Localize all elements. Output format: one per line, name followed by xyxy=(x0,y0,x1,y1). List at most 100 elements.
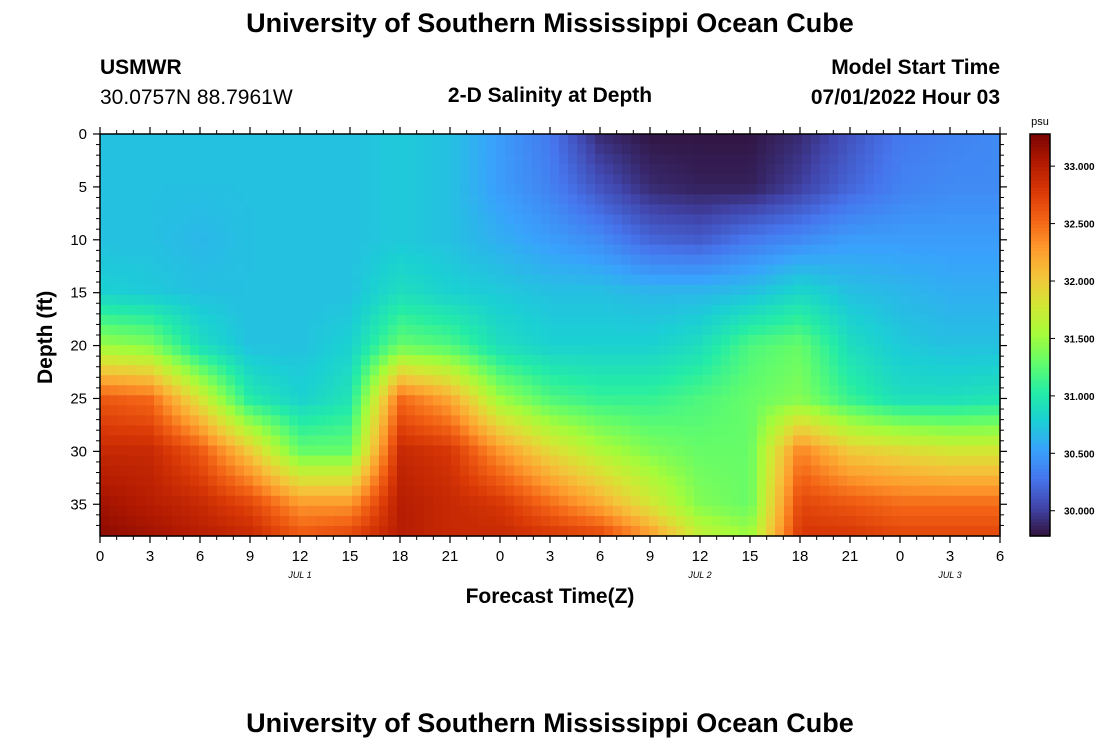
heatmap-cell xyxy=(964,495,974,507)
heatmap-cell xyxy=(388,294,398,306)
heatmap-cell xyxy=(667,154,677,165)
heatmap-cell xyxy=(307,405,317,416)
heatmap-cell xyxy=(838,324,848,336)
heatmap-cell xyxy=(208,485,218,497)
heatmap-cell xyxy=(640,465,650,477)
heatmap-cell xyxy=(730,395,740,406)
heatmap-cell xyxy=(730,154,740,165)
heatmap-cell xyxy=(244,174,254,185)
heatmap-cell xyxy=(802,355,812,366)
heatmap-cell xyxy=(181,224,191,236)
heatmap-cell xyxy=(334,304,344,316)
heatmap-cell xyxy=(163,174,173,185)
heatmap-cell xyxy=(523,214,533,226)
heatmap-cell xyxy=(298,324,308,336)
colorbar-segment xyxy=(1030,288,1050,293)
heatmap-cell xyxy=(811,204,821,215)
heatmap-cell xyxy=(937,274,947,286)
heatmap-cell xyxy=(532,324,542,336)
heatmap-cell xyxy=(514,485,524,497)
heatmap-cell xyxy=(703,304,713,316)
heatmap-cell xyxy=(226,244,236,256)
heatmap-cell xyxy=(505,324,515,336)
heatmap-cell xyxy=(244,164,254,175)
heatmap-cell xyxy=(838,415,848,427)
heatmap-cell xyxy=(505,274,515,286)
heatmap-cell xyxy=(136,425,146,437)
heatmap-cell xyxy=(712,224,722,236)
colorbar-segment xyxy=(1030,385,1050,390)
heatmap-cell xyxy=(253,525,263,537)
heatmap-cell xyxy=(649,375,659,386)
heatmap-cell xyxy=(820,475,830,487)
heatmap-cell xyxy=(271,264,281,276)
heatmap-cell xyxy=(541,194,551,205)
heatmap-cell xyxy=(217,214,227,226)
heatmap-cell xyxy=(487,204,497,215)
heatmap-cell xyxy=(280,445,290,457)
heatmap-cell xyxy=(694,395,704,406)
heatmap-cell xyxy=(442,515,452,527)
heatmap-cell xyxy=(730,425,740,437)
heatmap-cell xyxy=(100,234,110,246)
heatmap-cell xyxy=(631,214,641,226)
heatmap-cell xyxy=(352,264,362,276)
heatmap-cell xyxy=(244,194,254,205)
heatmap-cell xyxy=(901,194,911,205)
heatmap-cell xyxy=(595,515,605,527)
heatmap-cell xyxy=(667,264,677,276)
heatmap-cell xyxy=(775,335,785,346)
heatmap-cell xyxy=(613,375,623,386)
heatmap-cell xyxy=(460,164,470,175)
heatmap-cell xyxy=(523,395,533,406)
heatmap-cell xyxy=(901,505,911,517)
heatmap-cell xyxy=(874,134,884,145)
heatmap-cell xyxy=(964,345,974,356)
heatmap-cell xyxy=(613,425,623,437)
heatmap-cell xyxy=(496,485,506,497)
heatmap-cell xyxy=(901,264,911,276)
heatmap-cell xyxy=(478,465,488,477)
heatmap-cell xyxy=(244,284,254,296)
heatmap-cell xyxy=(811,495,821,507)
heatmap-cell xyxy=(649,395,659,406)
colorbar-segment xyxy=(1030,391,1050,396)
heatmap-cell xyxy=(766,455,776,467)
heatmap-cell xyxy=(811,234,821,246)
heatmap-cell xyxy=(766,385,776,396)
heatmap-cell xyxy=(451,485,461,497)
heatmap-cell xyxy=(190,314,200,326)
heatmap-cell xyxy=(190,254,200,266)
heatmap-cell xyxy=(631,445,641,457)
heatmap-cell xyxy=(424,445,434,457)
heatmap-cell xyxy=(559,475,569,487)
heatmap-cell xyxy=(667,365,677,376)
heatmap-cell xyxy=(712,425,722,437)
heatmap-cell xyxy=(703,184,713,195)
heatmap-cell xyxy=(550,495,560,507)
heatmap-cell xyxy=(649,515,659,527)
heatmap-cell xyxy=(145,314,155,326)
heatmap-cell xyxy=(775,415,785,427)
heatmap-cell xyxy=(154,415,164,427)
heatmap-cell xyxy=(487,475,497,487)
heatmap-cell xyxy=(271,294,281,306)
date-label: JUL 3 xyxy=(937,570,961,580)
heatmap-cell xyxy=(127,134,137,145)
heatmap-cell xyxy=(775,304,785,316)
heatmap-cell xyxy=(640,244,650,256)
heatmap-cell xyxy=(397,405,407,416)
heatmap-cell xyxy=(280,324,290,336)
heatmap-cell xyxy=(199,224,209,236)
heatmap-cell xyxy=(568,395,578,406)
heatmap-cell xyxy=(388,425,398,437)
heatmap-cell xyxy=(415,445,425,457)
heatmap-cell xyxy=(730,214,740,226)
heatmap-cell xyxy=(946,164,956,175)
heatmap-cell xyxy=(973,214,983,226)
heatmap-cell xyxy=(163,224,173,236)
heatmap-cell xyxy=(172,365,182,376)
heatmap-cell xyxy=(766,234,776,246)
heatmap-cell xyxy=(586,455,596,467)
heatmap-cell xyxy=(766,194,776,205)
